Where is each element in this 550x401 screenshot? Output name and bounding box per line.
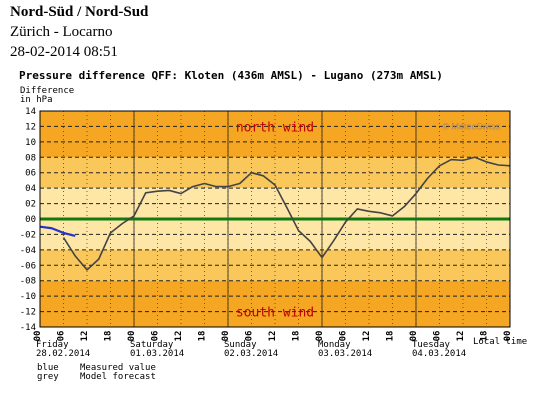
x-tick-label: 00 [409, 331, 419, 342]
x-tick-label: 06 [151, 331, 161, 342]
y-tick-label: 02 [25, 200, 36, 210]
x-tick-label: 18 [480, 331, 490, 342]
day-name-label: Monday [318, 340, 351, 350]
x-tick-label: 00 [315, 331, 325, 342]
y-tick-label: 10 [25, 138, 36, 148]
x-tick-label: 18 [292, 331, 302, 342]
y-tick-label: 12 [25, 122, 36, 132]
south-wind-label: south wind [236, 306, 314, 321]
x-tick-label: 18 [386, 331, 396, 342]
y-tick-label: 00 [25, 215, 36, 225]
x-tick-label: 00 [127, 331, 137, 342]
x-tick-label: 12 [456, 331, 466, 342]
x-tick-label: 06 [433, 331, 443, 342]
y-tick-label: -02 [20, 230, 36, 240]
day-date-label: 02.03.2014 [224, 349, 278, 359]
y-tick-label: -04 [20, 246, 36, 256]
background-band [40, 111, 510, 158]
x-tick-label: 00 [33, 331, 43, 342]
day-date-label: 04.03.2014 [412, 349, 466, 359]
day-date-label: 28.02.2014 [36, 349, 90, 359]
plot-frame [39, 110, 511, 328]
x-tick-label: 06 [339, 331, 349, 342]
x-tick-label: 12 [362, 331, 372, 342]
chart-title: Pressure difference QFF: Kloten (436m AM… [19, 69, 443, 82]
y-tick-label: 06 [25, 169, 36, 179]
x-tick-label: 06 [245, 331, 255, 342]
x-tick-label: 12 [174, 331, 184, 342]
day-name-label: Sunday [224, 340, 257, 350]
y-tick-label: 08 [25, 153, 36, 163]
y-axis-label-line2: in hPa [20, 95, 53, 105]
x-tick-label: 00 [221, 331, 231, 342]
station-route: Zürich - Locarno [10, 24, 113, 40]
forecast-series-line [62, 156, 511, 271]
x-tick-label: 12 [80, 331, 90, 342]
day-date-label: 01.03.2014 [130, 349, 184, 359]
legend-key: blue [37, 363, 59, 373]
day-name-label: Saturday [130, 340, 174, 350]
y-tick-label: -06 [20, 261, 36, 271]
x-tick-label: 18 [104, 331, 114, 342]
y-tick-label: 14 [25, 107, 36, 117]
x-axis-unit-label: Local time [473, 337, 527, 347]
x-tick-label: 00 [503, 331, 513, 342]
x-tick-label: 06 [57, 331, 67, 342]
y-tick-label: -14 [20, 323, 36, 333]
y-tick-label: -10 [20, 292, 36, 302]
legend-key: grey [37, 372, 59, 382]
x-tick-label: 12 [268, 331, 278, 342]
day-name-label: Tuesday [412, 340, 451, 350]
day-name-label: Friday [36, 340, 69, 350]
y-tick-label: -12 [20, 308, 36, 318]
y-tick-label: -08 [20, 277, 36, 287]
legend-label: Measured value [80, 363, 156, 373]
page-title: Nord-Süd / Nord-Sud [10, 4, 149, 20]
timestamp: 28-02-2014 08:51 [10, 44, 118, 60]
y-tick-label: 04 [25, 184, 36, 194]
x-tick-label: 18 [198, 331, 208, 342]
copyright-label: © MeteoSwiss [442, 121, 500, 131]
day-date-label: 03.03.2014 [318, 349, 372, 359]
measured-series-line [39, 225, 76, 238]
north-wind-label: north wind [236, 120, 314, 135]
legend-label: Model forecast [80, 372, 156, 382]
y-axis-label-line1: Difference [20, 86, 74, 96]
